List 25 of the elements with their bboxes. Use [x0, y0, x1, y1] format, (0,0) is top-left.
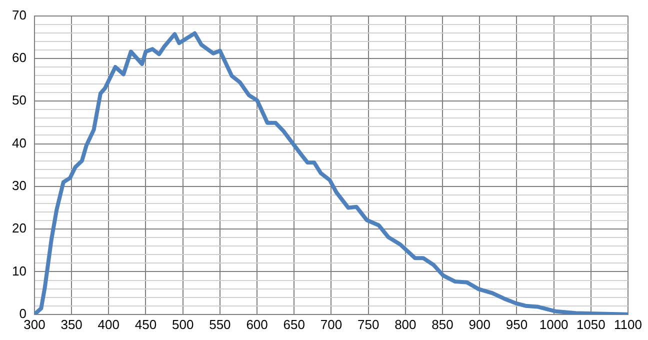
x-tick-label: 1100	[614, 316, 642, 332]
y-tick-label: 20	[12, 220, 26, 236]
y-tick-label: 40	[12, 135, 26, 150]
y-tick-label: 70	[12, 7, 26, 22]
y-tick-label: 60	[12, 50, 26, 66]
x-tick-label: 300	[24, 316, 46, 332]
x-tick-label: 550	[209, 316, 231, 332]
x-tick-label: 800	[394, 316, 416, 332]
x-tick-label: 450	[134, 316, 157, 332]
y-tick-label: 50	[12, 92, 26, 108]
y-tick-label: 0	[19, 306, 26, 321]
x-tick-label: 900	[468, 316, 490, 332]
x-tick-label: 700	[320, 316, 342, 332]
x-tick-label: 1050	[576, 316, 606, 332]
x-tick-label: 650	[283, 316, 305, 332]
x-tick-label: 600	[246, 316, 268, 332]
x-tick-label: 400	[98, 316, 120, 332]
y-tick-label: 30	[12, 178, 26, 194]
y-tick-label: 10	[12, 263, 26, 278]
x-tick-label: 1000	[539, 316, 568, 332]
x-tick-label: 500	[172, 316, 194, 332]
x-tick-label: 850	[432, 316, 454, 332]
x-tick-label: 350	[60, 316, 82, 332]
x-tick-label: 950	[506, 316, 528, 332]
x-tick-label: 750	[357, 316, 380, 332]
